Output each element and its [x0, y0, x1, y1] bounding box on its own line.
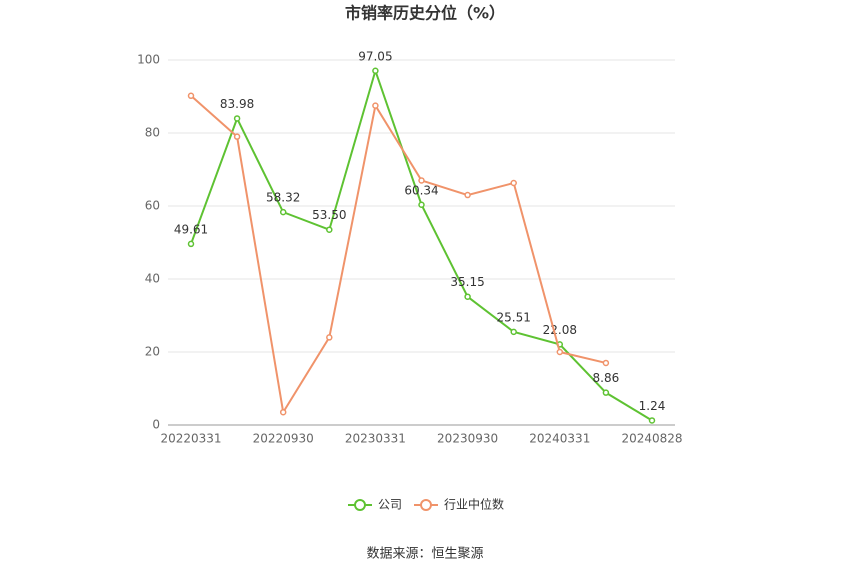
- y-tick-label: 100: [137, 53, 160, 67]
- point: [279, 208, 287, 216]
- x-tick-label: 20240828: [621, 432, 682, 446]
- point: [510, 179, 517, 187]
- legend-marker: [420, 499, 432, 511]
- x-tick-label: 20230331: [345, 432, 406, 446]
- point: [233, 115, 241, 122]
- point: [326, 334, 333, 341]
- x-tick-label: 20220930: [253, 432, 314, 446]
- y-tick-label: 20: [145, 345, 160, 359]
- data-label: 49.61: [174, 222, 208, 236]
- y-tick-label: 40: [145, 272, 160, 286]
- point: [418, 177, 425, 184]
- series-line: [190, 67, 653, 422]
- y-tick-label: 60: [145, 199, 160, 213]
- point: [464, 191, 471, 199]
- chart-title: 市销率历史分位（%）: [345, 4, 505, 23]
- data-label: 60.34: [404, 183, 438, 197]
- point: [418, 201, 425, 209]
- point: [464, 293, 471, 300]
- data-label: 83.98: [220, 97, 254, 111]
- data-label: 97.05: [358, 49, 392, 63]
- data-label: 1.24: [639, 399, 666, 413]
- data-label: 25.51: [497, 310, 531, 324]
- point: [648, 417, 656, 424]
- y-tick-label: 80: [145, 126, 160, 140]
- point: [510, 328, 517, 336]
- legend-label: 行业中位数: [444, 497, 504, 512]
- point: [326, 226, 333, 233]
- data-label: 35.15: [450, 275, 484, 289]
- series-line: [190, 95, 607, 416]
- x-tick-label: 20220331: [160, 432, 221, 446]
- x-tick-label: 20230930: [437, 432, 498, 446]
- point: [602, 359, 610, 367]
- point: [372, 102, 379, 109]
- y-tick-label: 0: [152, 418, 160, 432]
- source: 数据来源：恒生聚源: [366, 547, 483, 562]
- legend-marker: [354, 499, 366, 511]
- data-label: 8.86: [593, 371, 620, 385]
- legend-label: 公司: [378, 498, 402, 512]
- point: [602, 389, 610, 396]
- point: [556, 348, 564, 356]
- x-tick-label: 20240331: [529, 432, 590, 446]
- data-label: 53.50: [312, 208, 346, 222]
- point: [233, 133, 241, 140]
- data-label: 58.32: [266, 191, 300, 205]
- point: [372, 67, 379, 75]
- point: [187, 92, 195, 100]
- data-label: 22.08: [543, 323, 577, 337]
- point: [279, 408, 287, 416]
- point: [187, 240, 195, 248]
